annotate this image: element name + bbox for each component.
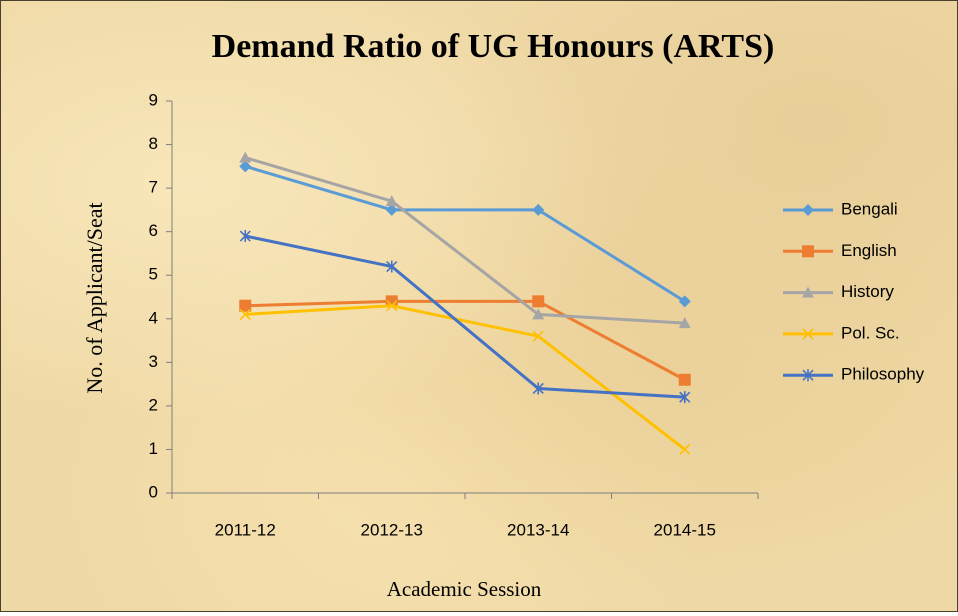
- legend-marker: [802, 328, 814, 340]
- marker: [532, 295, 545, 308]
- y-tick-label: 1: [149, 439, 158, 458]
- marker: [532, 203, 545, 216]
- x-tick-label: 2014-15: [654, 520, 716, 539]
- legend-label: English: [841, 241, 897, 260]
- legend-label: Philosophy: [841, 365, 925, 384]
- marker: [239, 151, 252, 163]
- marker: [386, 260, 398, 273]
- marker: [239, 230, 251, 243]
- legend-label: Bengali: [841, 199, 898, 218]
- legend-label: History: [841, 282, 894, 301]
- marker: [385, 295, 398, 308]
- marker: [239, 160, 252, 173]
- y-axis-label: No. of Applicant/Seat: [82, 202, 107, 393]
- series-line: [244, 234, 685, 399]
- marker: [386, 300, 398, 312]
- y-tick-label: 6: [149, 221, 158, 240]
- series-line: [244, 164, 686, 303]
- legend-marker: [802, 245, 814, 258]
- chart-title: Demand Ratio of UG Honours (ARTS): [212, 28, 775, 65]
- marker: [532, 382, 544, 395]
- legend-marker: [802, 286, 814, 298]
- marker: [532, 308, 545, 320]
- legend-label: Pol. Sc.: [841, 323, 900, 342]
- x-tick-label: 2011-12: [215, 520, 276, 539]
- y-tick-label: 7: [149, 178, 158, 197]
- y-tick-label: 8: [149, 134, 158, 153]
- marker: [385, 203, 398, 216]
- x-tick-label: 2012-13: [361, 520, 423, 539]
- y-tick-label: 0: [149, 482, 158, 501]
- x-axis-label: Academic Session: [387, 577, 542, 601]
- y-tick-label: 3: [149, 352, 158, 371]
- marker: [239, 299, 252, 312]
- y-tick-label: 4: [149, 308, 158, 327]
- marker: [532, 330, 544, 342]
- marker: [678, 373, 691, 386]
- marker: [678, 317, 691, 329]
- y-tick-label: 2: [149, 395, 158, 414]
- series-line: [244, 156, 685, 325]
- y-tick-label: 9: [149, 90, 158, 109]
- y-tick-label: 5: [149, 265, 158, 284]
- marker: [679, 391, 691, 404]
- marker: [239, 308, 251, 320]
- legend-marker: [802, 204, 814, 216]
- series-line: [245, 299, 686, 382]
- marker: [385, 195, 398, 207]
- marker: [679, 443, 691, 456]
- marker: [678, 295, 691, 308]
- legend-marker: [802, 369, 814, 382]
- x-tick-label: 2013-14: [507, 520, 569, 539]
